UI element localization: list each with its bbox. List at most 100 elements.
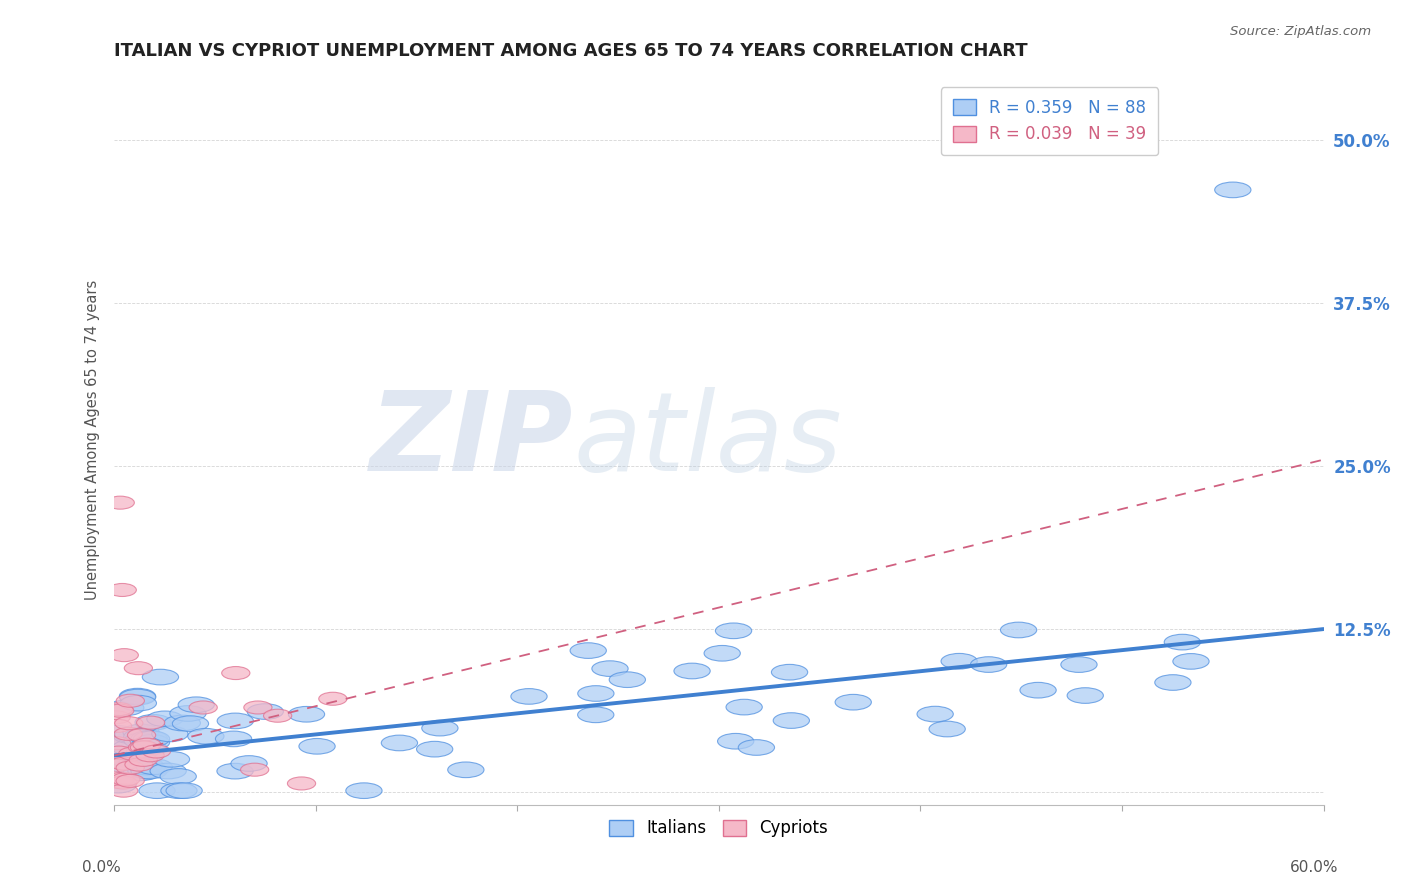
Ellipse shape — [1062, 657, 1097, 673]
Ellipse shape — [125, 751, 162, 766]
Ellipse shape — [917, 706, 953, 722]
Ellipse shape — [217, 764, 253, 779]
Ellipse shape — [120, 755, 155, 771]
Ellipse shape — [287, 777, 315, 790]
Ellipse shape — [772, 665, 807, 680]
Ellipse shape — [100, 777, 136, 793]
Ellipse shape — [970, 657, 1007, 673]
Ellipse shape — [108, 700, 143, 715]
Text: Source: ZipAtlas.com: Source: ZipAtlas.com — [1230, 25, 1371, 38]
Ellipse shape — [188, 729, 224, 744]
Ellipse shape — [217, 713, 253, 729]
Ellipse shape — [299, 739, 335, 754]
Ellipse shape — [103, 737, 131, 750]
Ellipse shape — [247, 704, 284, 719]
Ellipse shape — [263, 709, 291, 723]
Ellipse shape — [222, 666, 250, 680]
Ellipse shape — [215, 731, 252, 747]
Text: atlas: atlas — [574, 386, 842, 493]
Ellipse shape — [170, 706, 207, 722]
Ellipse shape — [103, 711, 131, 723]
Ellipse shape — [166, 783, 202, 798]
Ellipse shape — [127, 757, 163, 772]
Ellipse shape — [231, 756, 267, 772]
Ellipse shape — [124, 765, 159, 780]
Ellipse shape — [125, 758, 153, 771]
Ellipse shape — [103, 759, 131, 772]
Ellipse shape — [725, 699, 762, 714]
Ellipse shape — [108, 747, 145, 763]
Ellipse shape — [146, 711, 183, 727]
Ellipse shape — [135, 714, 172, 731]
Ellipse shape — [447, 762, 484, 778]
Ellipse shape — [111, 772, 141, 786]
Ellipse shape — [716, 623, 752, 639]
Ellipse shape — [108, 583, 136, 597]
Ellipse shape — [717, 733, 754, 749]
Ellipse shape — [124, 662, 152, 674]
Ellipse shape — [165, 715, 201, 731]
Ellipse shape — [1173, 654, 1209, 669]
Ellipse shape — [128, 729, 156, 741]
Ellipse shape — [153, 751, 190, 767]
Ellipse shape — [118, 747, 146, 760]
Ellipse shape — [941, 654, 977, 669]
Ellipse shape — [142, 745, 170, 758]
Ellipse shape — [592, 661, 628, 676]
Ellipse shape — [510, 689, 547, 704]
Ellipse shape — [104, 775, 132, 788]
Ellipse shape — [129, 754, 157, 766]
Ellipse shape — [105, 746, 134, 759]
Ellipse shape — [127, 747, 163, 763]
Ellipse shape — [104, 719, 132, 732]
Ellipse shape — [120, 690, 156, 705]
Ellipse shape — [134, 735, 170, 750]
Ellipse shape — [131, 764, 167, 779]
Y-axis label: Unemployment Among Ages 65 to 74 years: Unemployment Among Ages 65 to 74 years — [86, 280, 100, 600]
Ellipse shape — [131, 741, 159, 754]
Ellipse shape — [152, 726, 188, 741]
Ellipse shape — [188, 701, 218, 714]
Ellipse shape — [98, 749, 135, 765]
Ellipse shape — [115, 727, 152, 743]
Ellipse shape — [122, 724, 159, 739]
Ellipse shape — [115, 716, 143, 730]
Ellipse shape — [179, 697, 214, 713]
Ellipse shape — [1164, 634, 1201, 650]
Ellipse shape — [112, 740, 149, 756]
Ellipse shape — [112, 753, 148, 768]
Ellipse shape — [1019, 682, 1056, 698]
Ellipse shape — [319, 692, 347, 706]
Ellipse shape — [835, 694, 872, 710]
Ellipse shape — [160, 783, 197, 798]
Ellipse shape — [673, 663, 710, 679]
Ellipse shape — [108, 776, 138, 789]
Ellipse shape — [160, 769, 197, 784]
Text: 60.0%: 60.0% — [1291, 860, 1339, 874]
Ellipse shape — [416, 741, 453, 757]
Ellipse shape — [929, 722, 966, 737]
Ellipse shape — [105, 772, 134, 786]
Ellipse shape — [128, 741, 156, 754]
Ellipse shape — [124, 729, 160, 745]
Ellipse shape — [773, 713, 810, 729]
Ellipse shape — [110, 757, 138, 770]
Ellipse shape — [381, 735, 418, 751]
Ellipse shape — [128, 763, 165, 779]
Text: 0.0%: 0.0% — [82, 860, 121, 874]
Ellipse shape — [243, 701, 271, 714]
Ellipse shape — [578, 686, 614, 701]
Ellipse shape — [1154, 674, 1191, 690]
Ellipse shape — [173, 715, 208, 731]
Ellipse shape — [104, 703, 132, 715]
Ellipse shape — [105, 496, 135, 509]
Ellipse shape — [704, 646, 741, 661]
Ellipse shape — [117, 694, 145, 707]
Ellipse shape — [118, 759, 155, 775]
Ellipse shape — [110, 757, 145, 773]
Ellipse shape — [609, 672, 645, 688]
Ellipse shape — [105, 704, 134, 717]
Ellipse shape — [124, 733, 160, 748]
Ellipse shape — [114, 727, 142, 740]
Ellipse shape — [100, 737, 136, 752]
